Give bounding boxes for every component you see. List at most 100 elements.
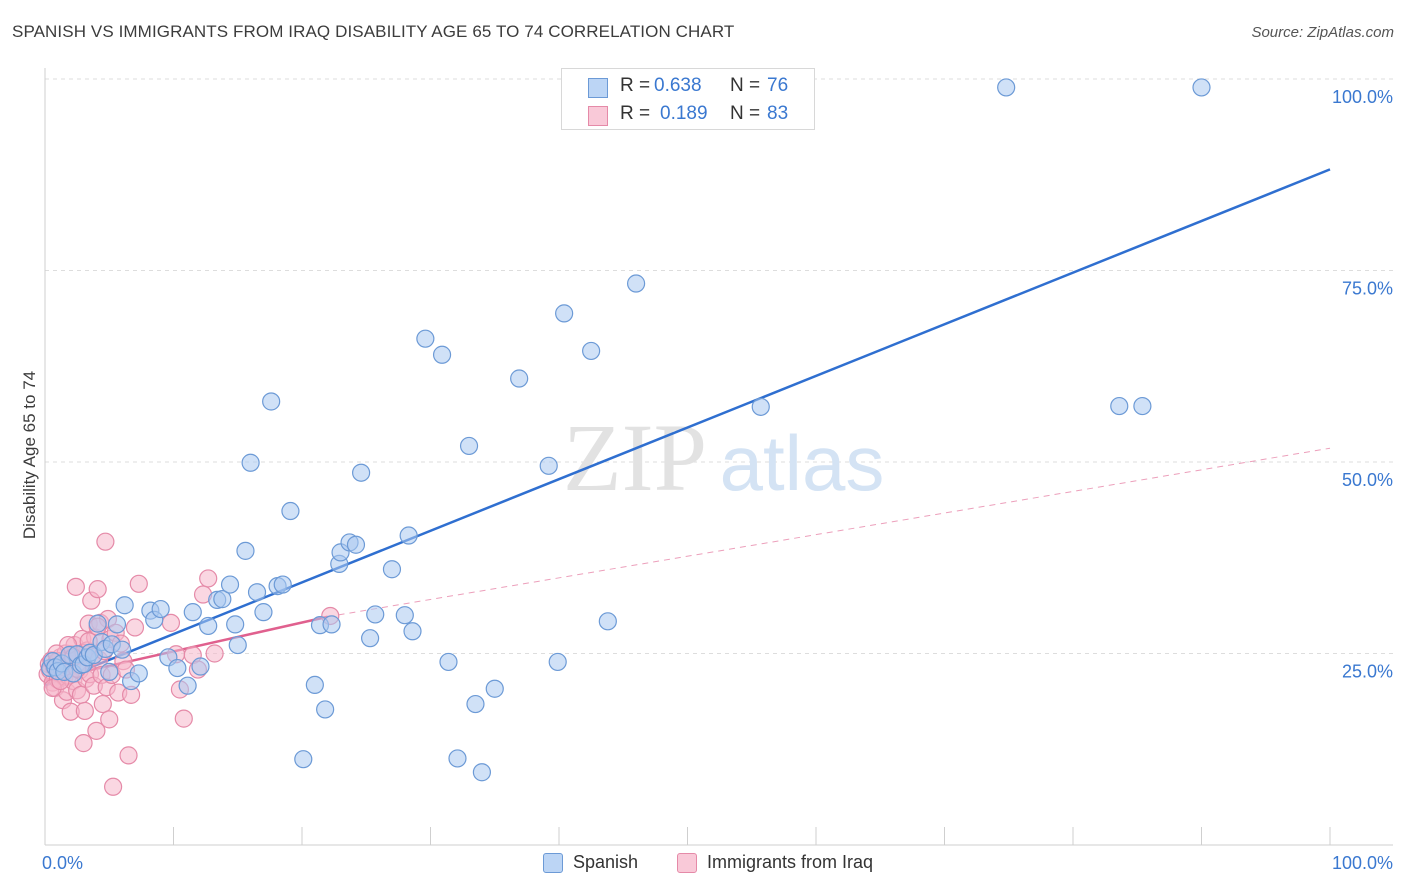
point-spanish: [112, 640, 132, 659]
point-spanish: [448, 749, 467, 768]
point-spanish: [273, 575, 292, 594]
chart-title: SPANISH VS IMMIGRANTS FROM IRAQ DISABILI…: [12, 22, 735, 41]
tick-labels: 25.0% 50.0% 75.0% 100.0% 0.0% 100.0%: [42, 87, 1393, 873]
point-spanish: [228, 635, 247, 655]
watermark: ZIP atlas: [563, 404, 884, 511]
iraq-swatch: [588, 106, 608, 126]
point-spanish: [997, 78, 1016, 97]
y-tick-label: 25.0%: [1342, 662, 1393, 682]
point-spanish: [472, 763, 491, 782]
point-spanish: [466, 694, 485, 714]
axes: [44, 68, 1393, 846]
point-spanish: [346, 535, 366, 554]
point-spanish: [151, 599, 170, 619]
point-iraq: [66, 577, 85, 596]
point-spanish: [1192, 78, 1211, 97]
point-spanish: [555, 304, 574, 323]
trend-line-spanish: [44, 168, 1331, 687]
point-iraq: [88, 580, 107, 599]
point-spanish: [395, 606, 414, 625]
point-spanish: [382, 560, 402, 579]
point-spanish: [241, 453, 260, 472]
point-spanish: [439, 652, 458, 672]
n-value: 76: [767, 75, 789, 96]
point-spanish: [539, 456, 558, 475]
point-spanish: [366, 605, 385, 624]
points-spanish: [41, 78, 1211, 782]
point-spanish: [403, 622, 422, 641]
point-spanish: [626, 274, 646, 293]
point-iraq: [75, 701, 94, 721]
point-iraq: [100, 710, 119, 729]
source-label: Source: ZipAtlas.com: [1251, 24, 1394, 41]
y-tick-label: 50.0%: [1342, 470, 1393, 490]
point-spanish: [115, 596, 134, 615]
legend-label-iraq: Immigrants from Iraq: [707, 852, 874, 872]
point-spanish: [107, 615, 127, 634]
point-spanish: [254, 603, 273, 622]
point-spanish: [322, 615, 341, 634]
x-tick-label: 0.0%: [42, 853, 83, 873]
point-spanish: [199, 616, 218, 636]
point-spanish: [459, 436, 479, 456]
point-spanish: [294, 750, 313, 769]
r-value: 0.189: [660, 103, 708, 124]
watermark-zip: ZIP: [563, 404, 707, 511]
point-spanish: [510, 369, 529, 388]
point-spanish: [352, 463, 371, 482]
r-label: R =: [620, 75, 651, 96]
point-spanish: [191, 657, 210, 676]
legend-label-spanish: Spanish: [573, 852, 639, 872]
point-spanish: [432, 345, 452, 364]
n-value: 83: [767, 103, 789, 124]
spanish-legend-swatch: [543, 852, 563, 873]
point-iraq: [93, 694, 112, 714]
point-spanish: [236, 541, 255, 560]
point-spanish: [399, 526, 418, 545]
point-spanish: [361, 629, 380, 648]
watermark-atlas: atlas: [720, 419, 885, 507]
y-tick-label: 100.0%: [1332, 87, 1393, 107]
point-iraq: [174, 709, 193, 728]
point-spanish: [1110, 396, 1129, 416]
point-spanish: [178, 676, 197, 695]
point-spanish: [247, 583, 267, 602]
trend-lines: [44, 168, 1331, 687]
point-spanish: [220, 575, 240, 594]
point-spanish: [416, 329, 435, 348]
point-spanish: [751, 397, 770, 416]
point-iraq: [104, 777, 123, 796]
n-label: N =: [730, 103, 761, 124]
point-spanish: [281, 501, 300, 521]
point-spanish: [183, 603, 202, 622]
point-spanish: [262, 392, 281, 411]
point-iraq: [129, 574, 148, 593]
point-spanish: [88, 614, 107, 633]
point-iraq: [87, 721, 106, 740]
trend-line-iraq-extended: [327, 447, 1331, 618]
legend-item-iraq[interactable]: Immigrants from Iraq: [677, 852, 873, 873]
legend-item-spanish[interactable]: Spanish: [543, 852, 638, 873]
point-spanish: [100, 662, 119, 681]
point-spanish: [485, 679, 504, 698]
spanish-swatch: [588, 78, 608, 98]
point-spanish: [305, 675, 324, 695]
point-spanish: [548, 652, 567, 672]
point-iraq: [74, 734, 93, 753]
y-tick-label: 75.0%: [1342, 279, 1393, 299]
point-spanish: [168, 658, 187, 678]
point-spanish: [226, 615, 245, 634]
point-spanish: [316, 700, 335, 719]
gridlines: [45, 78, 1393, 654]
iraq-legend-swatch: [677, 852, 697, 873]
point-iraq: [96, 532, 115, 551]
point-spanish: [598, 612, 617, 631]
point-spanish: [1133, 396, 1152, 416]
n-label: N =: [730, 75, 761, 96]
point-iraq: [205, 644, 224, 663]
point-spanish: [582, 341, 601, 361]
point-iraq: [199, 569, 218, 588]
point-iraq: [119, 746, 138, 765]
point-spanish: [213, 590, 232, 609]
